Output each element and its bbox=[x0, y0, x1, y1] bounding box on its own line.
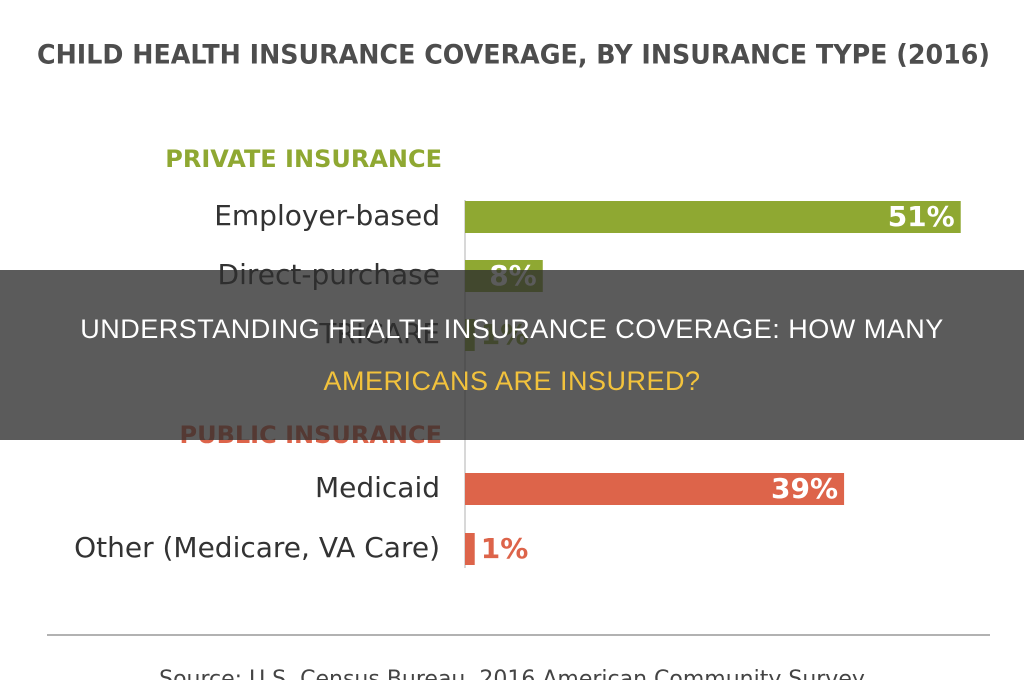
source: Source: U.S. Census Bureau, 2016 America… bbox=[159, 667, 865, 680]
headline-banner: UNDERSTANDING HEALTH INSURANCE COVERAGE:… bbox=[0, 270, 1024, 440]
chart-title: CHILD HEALTH INSURANCE COVERAGE, BY INSU… bbox=[37, 40, 990, 71]
bar bbox=[465, 533, 475, 565]
group-heading: PRIVATE INSURANCE bbox=[165, 145, 442, 173]
category-label: Employer-based bbox=[214, 199, 440, 232]
headline-highlight: AMERICANS ARE INSURED? bbox=[323, 366, 701, 396]
category-label: Other (Medicare, VA Care) bbox=[74, 531, 440, 564]
bar bbox=[465, 201, 961, 233]
value-label: 39% bbox=[771, 472, 838, 505]
value-label: 51% bbox=[888, 200, 955, 233]
category-label: Medicaid bbox=[315, 471, 440, 504]
bar bbox=[465, 473, 845, 505]
value-label: 1% bbox=[481, 532, 529, 565]
headline: UNDERSTANDING HEALTH INSURANCE COVERAGE:… bbox=[80, 314, 944, 344]
